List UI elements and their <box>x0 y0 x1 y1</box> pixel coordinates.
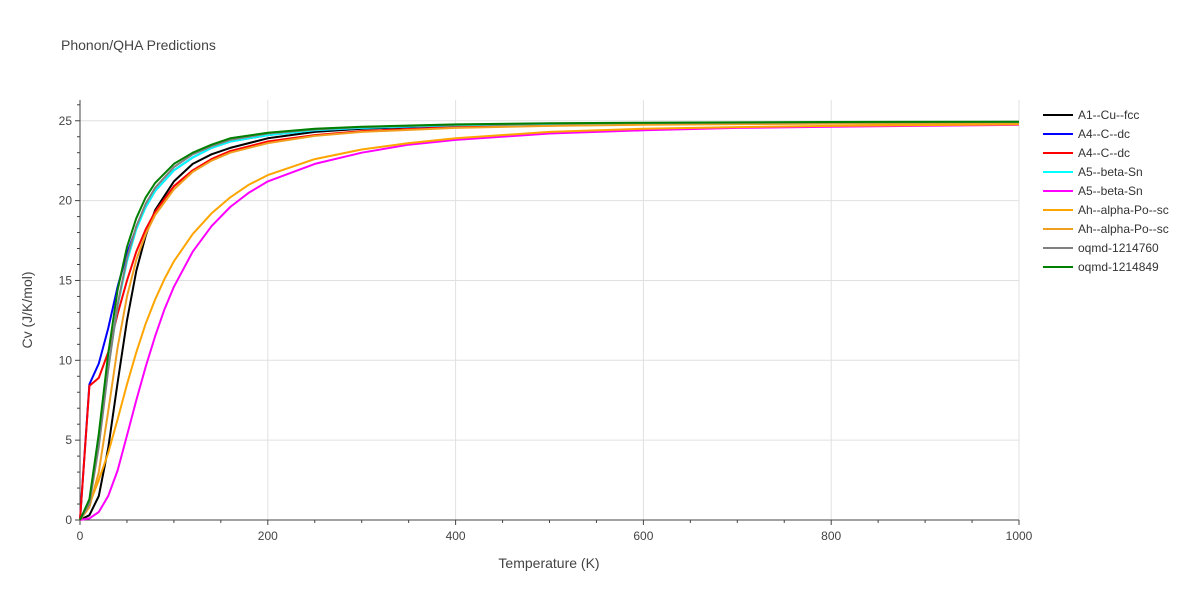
chart-title: Phonon/QHA Predictions <box>61 37 216 53</box>
x-tick-label: 800 <box>821 529 841 543</box>
series-line-2 <box>79 121 1020 521</box>
legend-label: A5--beta-Sn <box>1078 184 1143 198</box>
y-axis-title: Cv (J/K/mol) <box>19 272 35 349</box>
series-line-3 <box>79 121 1020 521</box>
series-line-8 <box>79 120 1020 521</box>
series-line-7 <box>79 122 1020 521</box>
x-tick-label: 200 <box>258 529 278 543</box>
y-tick-label: 5 <box>65 433 72 447</box>
y-tick-label: 20 <box>59 194 73 208</box>
x-tick-label: 0 <box>77 529 84 543</box>
legend-item-5[interactable]: A5--beta-Sn <box>1043 184 1143 198</box>
grid-lines <box>80 100 1020 520</box>
legend-item-8[interactable]: oqmd-1214760 <box>1043 241 1159 255</box>
y-tick-label: 0 <box>65 513 72 527</box>
series-line-9 <box>79 120 1020 521</box>
axes: 0 200 400 600 800 1000 0 5 10 15 20 25 <box>59 100 1033 543</box>
series-line-5 <box>79 123 1020 521</box>
legend-label: Ah--alpha-Po--sc <box>1078 203 1169 217</box>
legend-item-3[interactable]: A4--C--dc <box>1043 146 1130 160</box>
x-tick-label: 1000 <box>1006 529 1033 543</box>
legend-item-2[interactable]: A4--C--dc <box>1043 127 1130 141</box>
legend-label: oqmd-1214849 <box>1078 260 1159 274</box>
legend-item-7[interactable]: Ah--alpha-Po--sc <box>1043 222 1169 236</box>
y-tick-label: 25 <box>59 114 73 128</box>
legend-label: oqmd-1214760 <box>1078 241 1159 255</box>
legend-label: Ah--alpha-Po--sc <box>1078 222 1169 236</box>
legend-item-9[interactable]: oqmd-1214849 <box>1043 260 1159 274</box>
legend-label: A1--Cu--fcc <box>1078 108 1139 122</box>
x-tick-label: 400 <box>446 529 466 543</box>
legend-label: A5--beta-Sn <box>1078 165 1143 179</box>
legend-item-6[interactable]: Ah--alpha-Po--sc <box>1043 203 1169 217</box>
series-line-6 <box>79 123 1020 521</box>
y-tick-label: 10 <box>59 353 73 367</box>
legend-item-4[interactable]: A5--beta-Sn <box>1043 165 1143 179</box>
series-line-1 <box>79 121 1020 521</box>
series-group <box>79 120 1020 521</box>
legend-item-1[interactable]: A1--Cu--fcc <box>1043 108 1139 122</box>
x-axis-title: Temperature (K) <box>498 555 599 571</box>
series-line-4 <box>79 121 1020 521</box>
legend[interactable]: A1--Cu--fcc A4--C--dc A4--C--dc A5--beta-Sn… <box>1043 108 1169 274</box>
y-tick-label: 15 <box>59 273 73 287</box>
x-tick-label: 600 <box>633 529 653 543</box>
legend-label: A4--C--dc <box>1078 127 1130 141</box>
legend-label: A4--C--dc <box>1078 146 1130 160</box>
